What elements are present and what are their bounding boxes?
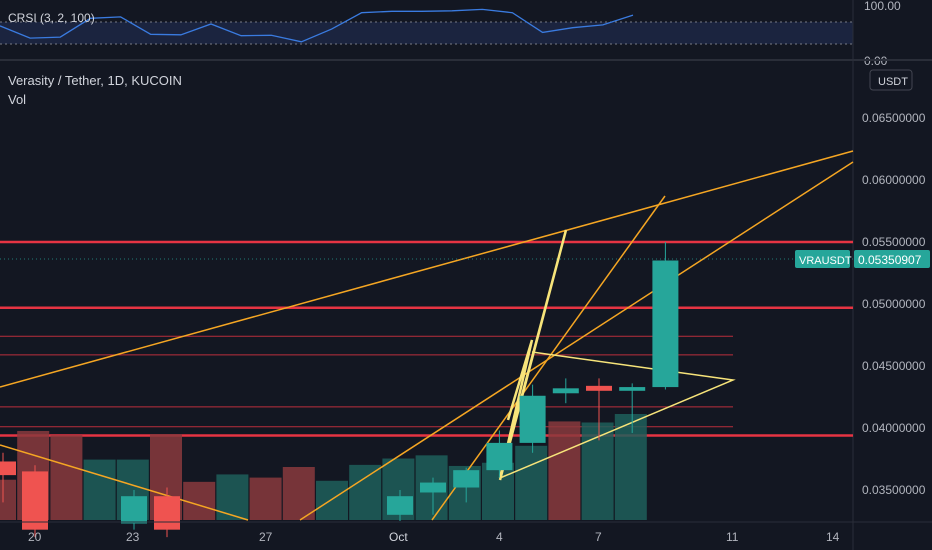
last-price-badge: VRAUSDT 0.05350907	[795, 250, 930, 268]
volume-bar	[581, 422, 614, 520]
time-label-oct: Oct	[389, 530, 408, 544]
volume-bar	[282, 467, 315, 520]
candle-body	[486, 442, 513, 471]
time-label-7: 7	[595, 530, 602, 544]
time-axis[interactable]: 20 23 27 Oct 4 7 11 14	[28, 530, 840, 544]
candle-body	[121, 496, 147, 524]
volume-bar	[216, 474, 249, 520]
volume-bar	[349, 464, 382, 520]
price-label-0035: 0.03500000	[862, 483, 926, 497]
volume-bar	[249, 477, 282, 520]
price-label-0040: 0.04000000	[862, 421, 926, 435]
candle-body	[652, 260, 679, 388]
volume-bar	[0, 479, 16, 520]
time-label-27: 27	[259, 530, 273, 544]
indicator-scale-100: 100.00	[864, 0, 901, 13]
volume-bar	[482, 462, 514, 520]
volume-bar	[548, 421, 581, 520]
triangle-yellow[interactable]	[499, 351, 736, 479]
time-label-23: 23	[126, 530, 140, 544]
symbol-title[interactable]: Verasity / Tether, 1D, KUCOIN	[8, 73, 182, 88]
volume-bar	[183, 481, 216, 520]
volume-bar	[614, 414, 647, 520]
time-label-20: 20	[28, 530, 42, 544]
candles	[0, 242, 679, 538]
indicator-label[interactable]: CRSI (3, 2, 100)	[8, 11, 95, 25]
time-label-4: 4	[496, 530, 503, 544]
candle-body	[552, 388, 579, 394]
time-label-11: 11	[726, 530, 739, 544]
ticker-badge	[795, 250, 850, 268]
trendline-orange-long[interactable]	[0, 150, 854, 388]
candle-body	[0, 461, 16, 476]
price-label-0055: 0.05500000	[862, 235, 926, 249]
price-badge-label: 0.05350907	[858, 253, 922, 267]
candle-body	[387, 496, 413, 515]
candle-body	[453, 470, 480, 488]
price-label-0045: 0.04500000	[862, 359, 926, 373]
candle-body	[519, 395, 546, 443]
ticker-badge-label: VRAUSDT	[799, 255, 852, 267]
horizontal-levels	[0, 240, 853, 437]
candle-body	[420, 482, 446, 493]
volume-bar	[316, 480, 348, 520]
candle-body	[154, 496, 180, 530]
volume-bar	[83, 459, 116, 520]
currency-button-label: USDT	[878, 76, 908, 88]
candle-body	[22, 471, 48, 530]
price-label-0050: 0.05000000	[862, 297, 926, 311]
volume-label[interactable]: Vol	[8, 92, 26, 107]
crsi-line	[0, 8, 634, 43]
price-badge	[854, 250, 930, 268]
volume-bar	[515, 445, 548, 520]
currency-button[interactable]	[869, 69, 913, 91]
time-label-14: 14	[826, 530, 840, 544]
indicator-pane: CRSI (3, 2, 100) 100.00 0.00	[0, 0, 901, 68]
price-label-0065: 0.06500000	[862, 111, 926, 125]
trendline-orange-left[interactable]	[0, 444, 249, 521]
price-scale[interactable]: USDT 0.06500000 0.06000000 0.05500000 0.…	[862, 69, 926, 497]
drawings[interactable]	[0, 150, 854, 521]
candle-body	[619, 387, 646, 391]
trendline-orange-channel[interactable]	[431, 195, 666, 521]
trendline-orange-steep[interactable]	[299, 161, 854, 521]
indicator-band	[0, 22, 853, 44]
candle-body	[586, 385, 612, 391]
price-label-0060: 0.06000000	[862, 173, 926, 187]
volume-bar	[50, 435, 83, 520]
